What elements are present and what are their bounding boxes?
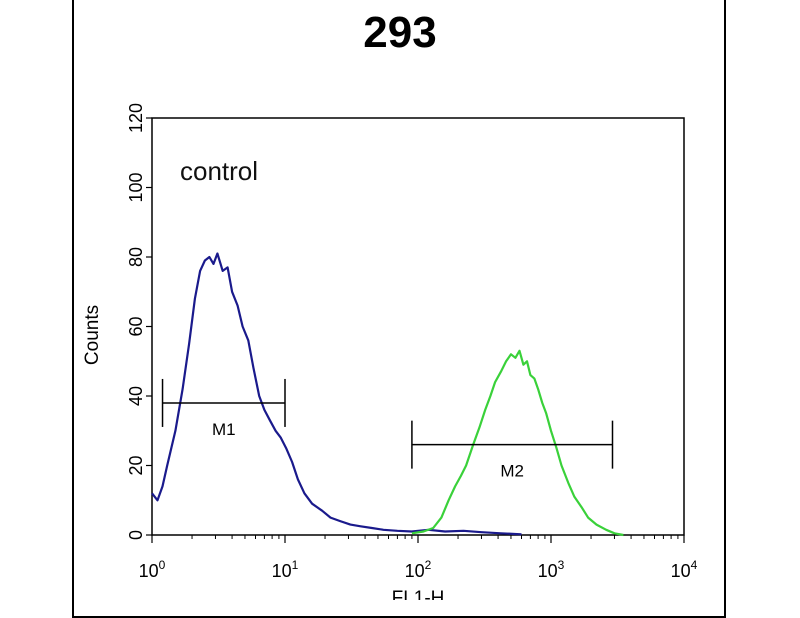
histogram-plot: 0 20 40 60 80 100 120 100 101 102 103 104 M1 M2 con… [82, 103, 698, 600]
x-tick-label: 102 [405, 558, 432, 581]
control-annotation: control [180, 156, 258, 186]
y-tick-label: 60 [126, 316, 146, 336]
series-layer [151, 252, 624, 537]
chart-title: 293 [363, 8, 437, 57]
y-axis-title: Counts [82, 305, 103, 365]
marker-label: M1 [212, 420, 236, 439]
y-tick-label: 20 [126, 455, 146, 475]
marker-layer: M1 M2 [161, 378, 614, 481]
marker-m2: M2 [411, 420, 614, 481]
y-tick-label: 80 [126, 247, 146, 267]
x-axis-title: FL1-H [392, 588, 445, 600]
y-axis: 0 20 40 60 80 100 120 [126, 103, 152, 540]
series-line-2 [411, 349, 624, 537]
x-axis: 100 101 102 103 104 [139, 535, 698, 581]
marker-label: M2 [500, 462, 524, 481]
series-line-1 [151, 252, 522, 536]
y-tick-label: 40 [126, 386, 146, 406]
x-tick-label: 104 [671, 558, 698, 581]
x-tick-label: 100 [139, 558, 166, 581]
y-tick-label: 120 [126, 103, 146, 133]
x-tick-label: 101 [272, 558, 299, 581]
y-tick-label: 0 [126, 530, 146, 540]
marker-m1: M1 [161, 378, 286, 439]
y-tick-label: 100 [126, 172, 146, 202]
x-tick-label: 103 [538, 558, 565, 581]
